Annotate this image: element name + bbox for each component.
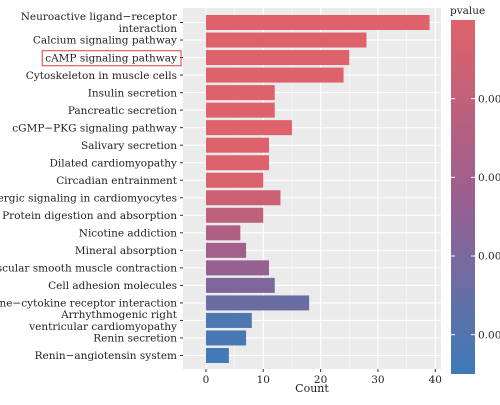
category-label: Nicotine addiction [79,228,177,240]
category-label: cGMP−PKG signaling pathway [12,122,177,134]
bar [205,190,281,206]
bar [205,330,247,346]
bar [205,207,264,223]
legend-colorbar [451,20,475,374]
bar [205,50,350,66]
category-label: cAMP signaling pathway [45,52,177,64]
category-label: Arrhythmogenic right ventricular cardiomy… [28,309,178,333]
category-label: Cell adhesion molecules [48,280,177,292]
category-label: Insulin secretion [88,87,177,99]
legend-tick-label: 0.004 [478,329,500,341]
highlight-box [41,50,182,67]
category-label: Protein digestion and absorption [2,210,177,222]
category-label: Cytokine−cytokine receptor interaction [0,298,177,310]
category-label: Vascular smooth muscle contraction [0,263,177,275]
x-axis-title: Count [295,382,329,395]
bar [205,242,247,258]
bar [205,295,310,311]
x-tick-label: 10 [257,374,270,386]
bar [205,312,252,328]
category-label: Neuroactive ligand−receptor interaction [21,11,178,35]
legend-tick-label: 0.003 [478,251,500,263]
legend-tick-label: 0.002 [478,172,500,184]
category-label: Calcium signaling pathway [33,35,177,47]
bar [205,137,269,153]
legend-tick-label: 0.001 [478,93,500,105]
category-label: Renin−angiotensin system [35,350,177,362]
category-label: Dilated cardiomyopathy [49,157,177,169]
category-label: Renin secretion [93,333,177,345]
x-tick-label: 40 [429,374,442,386]
category-label: Pancreatic secretion [68,105,177,117]
bar [205,32,367,48]
bar [205,85,275,101]
category-label: Circadian entrainment [56,175,178,187]
bar [205,225,241,241]
x-tick-label: 0 [203,374,210,386]
bar [205,155,269,171]
category-label: Mineral absorption [75,245,177,257]
bar [205,277,275,293]
bar [205,120,292,136]
category-label: Salivary secretion [81,140,177,152]
x-tick-label: 20 [314,374,327,386]
bar [205,260,269,276]
bar [205,15,430,30]
bar [205,67,344,83]
legend-title: pvalue [450,5,485,17]
category-label: Adrenergic signaling in cardiomyocytes [0,192,177,204]
bar [205,348,229,363]
x-tick-label: 30 [371,374,384,386]
bar [205,102,275,118]
category-label: Cytoskeleton in muscle cells [26,70,177,82]
bar [205,172,264,188]
